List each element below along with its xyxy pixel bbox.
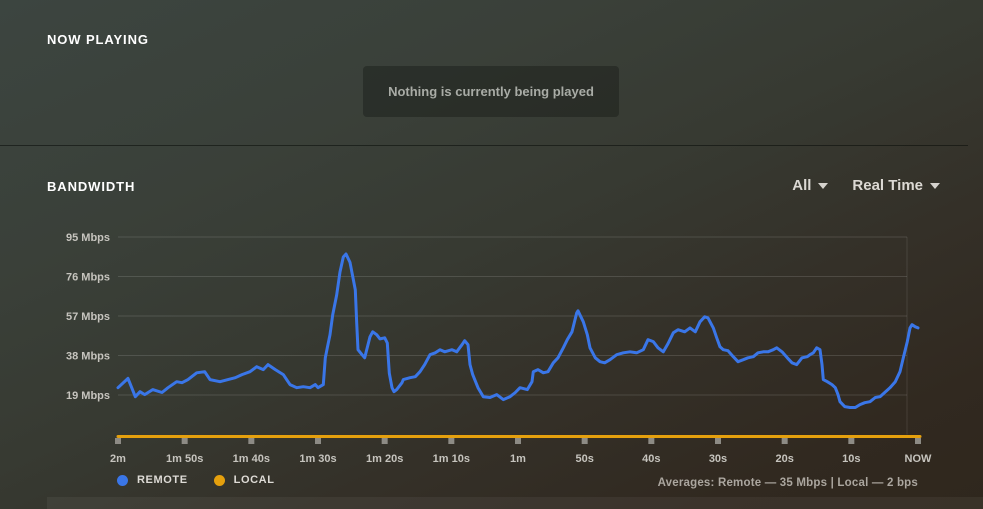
y-axis-label: 95 Mbps bbox=[66, 232, 110, 244]
chevron-down-icon bbox=[818, 182, 829, 189]
x-axis-label: 1m 30s bbox=[299, 453, 336, 465]
x-tick-mark bbox=[515, 438, 521, 444]
now-playing-empty-message: Nothing is currently being played bbox=[388, 84, 594, 99]
x-tick-mark bbox=[115, 438, 121, 444]
x-axis-label: 10s bbox=[842, 453, 860, 465]
x-tick-mark bbox=[648, 438, 655, 444]
x-axis-label: 20s bbox=[775, 453, 793, 465]
x-axis-label: 1m 50s bbox=[166, 453, 203, 465]
x-tick-mark bbox=[848, 438, 855, 444]
time-mode-value: Real Time bbox=[852, 177, 923, 194]
source-filter-dropdown[interactable]: All bbox=[792, 177, 829, 194]
legend-dot-icon bbox=[213, 474, 225, 486]
next-section-edge bbox=[47, 497, 983, 509]
bandwidth-filters: All Real Time bbox=[792, 177, 940, 194]
legend-dot-icon bbox=[117, 474, 128, 486]
legend-label: REMOTE bbox=[137, 474, 188, 486]
bandwidth-chart: 95 Mbps 76 Mbps 57 Mbps 38 Mbps 19 Mbps 2m 1m … bbox=[66, 232, 933, 465]
remote-series-line bbox=[116, 252, 920, 409]
x-axis-label: 1m 40s bbox=[233, 453, 270, 465]
chart-legend: REMOTE LOCAL bbox=[117, 474, 275, 486]
x-tick-mark bbox=[915, 438, 921, 444]
legend-item-local: LOCAL bbox=[213, 474, 275, 486]
x-axis-label: 1m 20s bbox=[366, 453, 403, 465]
x-tick-mark bbox=[181, 438, 188, 444]
x-tick-mark bbox=[715, 438, 721, 444]
x-tick-mark bbox=[381, 438, 388, 444]
source-filter-value: All bbox=[792, 177, 812, 194]
legend-item-remote: REMOTE bbox=[117, 474, 188, 486]
legend-label: LOCAL bbox=[233, 474, 275, 486]
bandwidth-title: BANDWIDTH bbox=[47, 179, 136, 194]
averages-text: Averages: Remote — 35 Mbps | Local — 2 b… bbox=[657, 477, 918, 489]
y-axis-label: 19 Mbps bbox=[66, 390, 110, 402]
x-axis-label: 30s bbox=[709, 453, 727, 465]
x-tick-mark bbox=[248, 438, 255, 444]
time-mode-dropdown[interactable]: Real Time bbox=[852, 177, 940, 194]
section-divider bbox=[0, 145, 968, 146]
now-playing-title: NOW PLAYING bbox=[47, 32, 149, 47]
y-axis-label: 57 Mbps bbox=[66, 311, 110, 323]
x-axis-label: 1m bbox=[510, 453, 526, 465]
x-axis-label: 1m 10s bbox=[433, 453, 470, 465]
y-axis-label: 38 Mbps bbox=[66, 351, 110, 363]
x-tick-mark bbox=[315, 438, 321, 444]
x-tick-mark bbox=[581, 438, 588, 444]
now-playing-empty-box: Nothing is currently being played bbox=[363, 66, 619, 117]
x-tick-mark bbox=[448, 438, 455, 444]
x-axis-label: 40s bbox=[642, 453, 660, 465]
x-axis-label: 2m bbox=[110, 453, 126, 465]
x-axis-label: NOW bbox=[905, 453, 933, 465]
chevron-down-icon bbox=[930, 182, 940, 189]
y-axis-label: 76 Mbps bbox=[66, 272, 110, 284]
x-axis-label: 50s bbox=[575, 453, 593, 465]
x-tick-mark bbox=[781, 438, 788, 444]
